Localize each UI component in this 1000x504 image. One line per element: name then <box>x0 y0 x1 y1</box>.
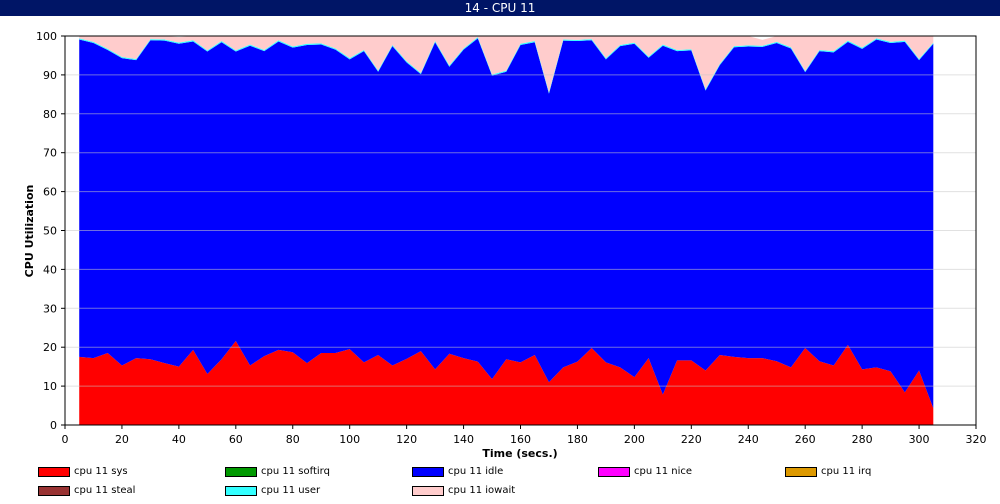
gridlines <box>65 74 976 387</box>
legend-swatch <box>225 467 257 477</box>
series-area-cpu-11-idle <box>79 38 934 409</box>
legend-item: cpu 11 softirq <box>225 466 330 480</box>
x-tick-label: 280 <box>852 433 873 446</box>
y-tick-label: 30 <box>43 302 57 315</box>
x-tick-label: 320 <box>966 433 987 446</box>
series-area-cpu-11-sys <box>79 340 934 425</box>
series-area-cpu-11-iowait <box>79 36 934 93</box>
x-tick-label: 120 <box>396 433 417 446</box>
x-tick-label: 260 <box>795 433 816 446</box>
legend-label: cpu 11 irq <box>821 466 872 477</box>
legend-item: cpu 11 steal <box>38 485 135 499</box>
x-tick-label: 80 <box>286 433 300 446</box>
legend-label: cpu 11 sys <box>74 466 128 477</box>
x-tick-label: 60 <box>229 433 243 446</box>
x-tick-label: 200 <box>624 433 645 446</box>
y-tick-label: 20 <box>43 341 57 354</box>
y-tick-label: 40 <box>43 263 57 276</box>
legend-item: cpu 11 sys <box>38 466 128 480</box>
legend-label: cpu 11 idle <box>448 466 504 477</box>
legend-swatch <box>412 467 444 477</box>
x-axis-title: Time (secs.) <box>482 447 557 460</box>
x-tick-label: 180 <box>567 433 588 446</box>
x-tick-label: 0 <box>62 433 69 446</box>
x-tick-label: 160 <box>510 433 531 446</box>
y-tick-label: 0 <box>50 419 57 432</box>
y-tick-label: 80 <box>43 108 57 121</box>
axes: 0 10 20 30 40 50 60 70 80 90 100 0 20 40 60 80 100 120 140… <box>36 30 987 446</box>
cpu-utilization-chart: 0 10 20 30 40 50 60 70 80 90 100 0 20 40 60 80 100 120 140… <box>23 30 987 460</box>
x-tick-label: 240 <box>738 433 759 446</box>
y-tick-label: 100 <box>36 30 57 43</box>
y-tick-label: 50 <box>43 225 57 238</box>
legend-item: cpu 11 irq <box>785 466 871 480</box>
y-tick-label: 90 <box>43 69 57 82</box>
legend: cpu 11 sys cpu 11 softirq cpu 11 idle cpu 1… <box>0 462 1000 504</box>
x-tick-label: 40 <box>172 433 186 446</box>
y-axis-title: CPU Utilization <box>23 185 36 278</box>
legend-item: cpu 11 nice <box>598 466 692 480</box>
x-tick-label: 300 <box>909 433 930 446</box>
legend-swatch <box>225 486 257 496</box>
legend-item: cpu 11 iowait <box>412 485 515 499</box>
x-tick-label: 100 <box>339 433 360 446</box>
x-tick-label: 140 <box>453 433 474 446</box>
x-tick-label: 220 <box>681 433 702 446</box>
legend-label: cpu 11 user <box>261 485 321 496</box>
legend-label: cpu 11 iowait <box>448 485 516 496</box>
x-tick-label: 20 <box>115 433 129 446</box>
legend-item: cpu 11 user <box>225 485 320 499</box>
y-tick-label: 60 <box>43 186 57 199</box>
y-tick-label: 70 <box>43 147 57 160</box>
y-tick-label: 10 <box>43 380 57 393</box>
legend-label: cpu 11 softirq <box>261 466 330 477</box>
legend-swatch <box>412 486 444 496</box>
legend-label: cpu 11 nice <box>634 466 693 477</box>
legend-swatch <box>785 467 817 477</box>
legend-item: cpu 11 idle <box>412 466 503 480</box>
legend-swatch <box>598 467 630 477</box>
window-title: 14 - CPU 11 <box>0 0 1000 16</box>
legend-swatch <box>38 486 70 496</box>
legend-swatch <box>38 467 70 477</box>
legend-label: cpu 11 steal <box>74 485 136 496</box>
